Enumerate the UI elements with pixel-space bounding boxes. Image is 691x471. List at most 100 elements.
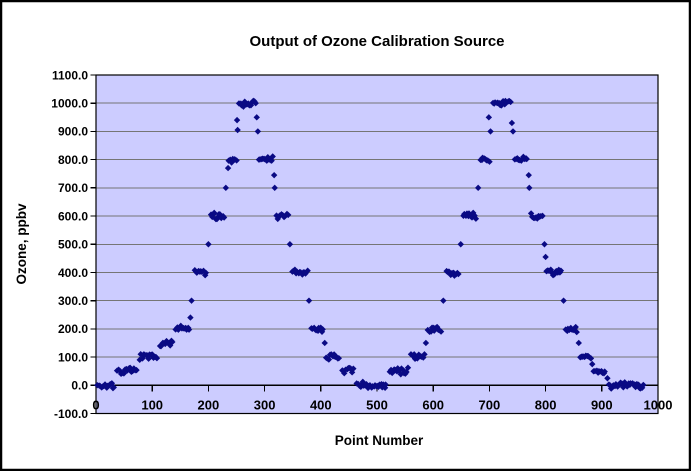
data-point [133, 366, 140, 374]
data-point [560, 297, 567, 304]
data-point [487, 128, 494, 135]
data-point [575, 339, 582, 347]
y-tick-label: 400.0 [58, 266, 88, 280]
data-point [193, 269, 201, 276]
data-point [187, 314, 194, 321]
data-point [632, 383, 639, 391]
data-point [234, 126, 241, 134]
data-point [526, 184, 533, 192]
y-tick-label: 500.0 [58, 238, 88, 252]
data-point [404, 364, 412, 371]
data-point [210, 209, 218, 217]
data-point [572, 323, 579, 331]
y-tick-label: 200.0 [58, 322, 88, 336]
data-point [640, 381, 647, 389]
data-point [422, 339, 430, 347]
data-point [542, 253, 549, 261]
data-point [220, 214, 228, 221]
data-point [185, 326, 193, 333]
data-point [623, 383, 631, 390]
data-point [573, 328, 580, 336]
data-point [474, 184, 482, 192]
data-point [205, 241, 212, 248]
data-point [270, 171, 278, 179]
x-tick-label: 600 [422, 398, 444, 413]
data-point [548, 268, 555, 276]
data-point [620, 384, 627, 391]
data-point [286, 241, 294, 248]
data-point [233, 157, 240, 164]
data-point [350, 365, 357, 372]
data-point [284, 211, 292, 219]
data-point [509, 128, 517, 135]
data-point [485, 114, 493, 121]
data-point [520, 153, 527, 161]
y-axis-title: Ozone, ppbv [14, 203, 29, 284]
data-point [557, 267, 565, 274]
data-point [503, 99, 510, 106]
y-tick-label: 600.0 [58, 209, 88, 223]
data-point [238, 102, 245, 109]
x-tick-label: 700 [479, 398, 501, 413]
data-point [304, 267, 311, 274]
data-point [319, 326, 326, 333]
data-point [541, 241, 548, 248]
data-point [534, 215, 541, 222]
y-tick-label: 800.0 [58, 153, 88, 167]
data-point [604, 375, 611, 382]
data-point [589, 360, 596, 368]
x-tick-label: 100 [141, 398, 163, 413]
data-point [145, 355, 152, 362]
x-tick-label: 400 [310, 398, 332, 413]
data-point [269, 153, 276, 160]
data-point [601, 368, 608, 375]
data-point [169, 338, 176, 346]
y-tick-label: 900.0 [58, 125, 88, 139]
x-tick-label: 900 [591, 398, 613, 413]
x-tick-label: 500 [366, 398, 388, 413]
data-point [153, 355, 161, 362]
data-point [486, 158, 493, 165]
data-point [224, 164, 232, 172]
y-tick-label: 0.0 [71, 379, 88, 393]
x-axis-title: Point Number [335, 433, 424, 448]
data-point [188, 297, 195, 304]
data-point [437, 328, 445, 335]
data-point [108, 380, 116, 387]
data-point [325, 356, 333, 363]
data-point [508, 119, 516, 127]
data-point [525, 171, 532, 179]
data-point [253, 114, 260, 121]
data-point [472, 215, 480, 222]
data-point [518, 156, 525, 164]
data-point [539, 212, 546, 220]
data-point [421, 351, 428, 358]
data-point [120, 370, 128, 377]
x-tick-label: 1000 [644, 398, 673, 413]
data-point [622, 381, 629, 388]
y-tick-label: 300.0 [58, 294, 88, 308]
data-point [110, 384, 117, 391]
data-point [382, 381, 389, 388]
data-point [116, 367, 124, 375]
data-point [457, 241, 464, 248]
data-point [507, 98, 514, 106]
chart-title: Output of Ozone Calibration Source [250, 33, 505, 50]
x-tick-label: 800 [535, 398, 557, 413]
data-point [587, 355, 595, 362]
y-tick-label: 1000.0 [51, 97, 88, 111]
data-point [252, 100, 259, 107]
data-point [254, 128, 262, 135]
x-tick-label: 0 [92, 398, 99, 413]
data-point [335, 354, 343, 362]
data-point [523, 155, 530, 163]
x-tick-label: 200 [198, 398, 220, 413]
y-tick-label: 700.0 [58, 181, 88, 195]
plot-layer: 1100.01000.0900.0800.0700.0600.0500.0400… [51, 68, 673, 420]
y-tick-label: 100.0 [58, 350, 88, 364]
data-point [305, 297, 313, 304]
data-point [233, 116, 241, 124]
x-tick-label: 300 [254, 398, 276, 413]
